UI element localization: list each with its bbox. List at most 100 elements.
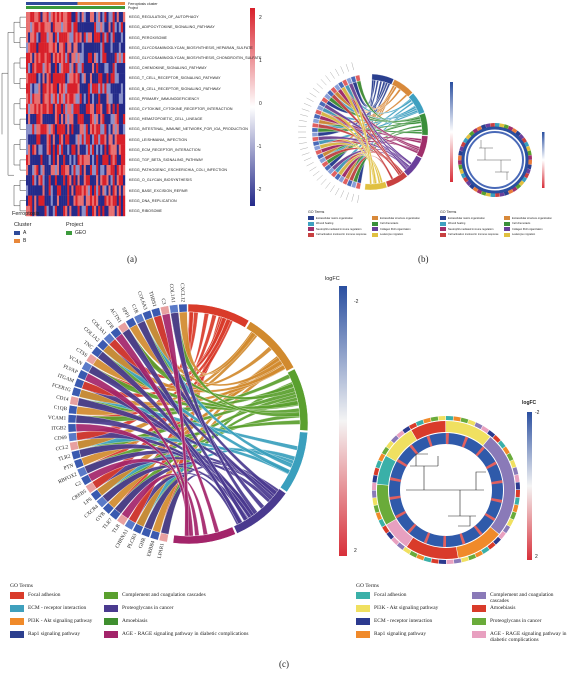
heatmap-cell xyxy=(38,93,41,104)
heatmap-cell xyxy=(50,93,54,104)
go-term-item: Cell activation involved in immune respo… xyxy=(308,232,366,237)
heatmap-cell xyxy=(122,12,126,23)
outer-ring-cell xyxy=(372,482,377,490)
gene-tick xyxy=(298,142,307,144)
heatmap-cell xyxy=(67,154,70,166)
heatmap-cell xyxy=(77,73,80,84)
heatmap-cell xyxy=(67,124,70,135)
panel-b-letter: (b) xyxy=(418,254,429,264)
dendro-branch xyxy=(19,180,26,191)
heatmap-cell xyxy=(50,42,54,53)
heatmap-cell xyxy=(87,195,91,206)
go-term-ring xyxy=(386,519,413,547)
gene-label: CD69 xyxy=(54,435,67,442)
go-term-label: Focal adhesion xyxy=(374,592,407,598)
heatmap-cell xyxy=(28,73,31,84)
heatmap-cell xyxy=(61,12,64,23)
pathway-arc xyxy=(279,431,308,493)
heatmap-cell xyxy=(92,124,95,135)
heatmap-cell xyxy=(30,114,33,125)
outer-ring-cell xyxy=(415,419,424,427)
heatmap-cell xyxy=(77,32,80,43)
go-term-item: ECM - receptor interaction xyxy=(356,618,456,625)
heatmap-cell xyxy=(48,32,51,43)
gene-tick xyxy=(320,178,327,185)
heatmap-cell xyxy=(26,124,29,135)
heatmap-cell xyxy=(67,205,70,217)
pathway-arc xyxy=(172,526,236,545)
outer-ring-cell xyxy=(509,459,517,468)
go-term-swatch xyxy=(504,232,510,237)
heatmap-cell xyxy=(65,22,68,33)
heatmap-cell xyxy=(92,22,95,33)
heatmap-cell xyxy=(42,134,45,145)
go-term-item: Proteoglycans in cancer xyxy=(104,605,334,612)
heatmap-cell xyxy=(46,165,49,176)
heatmap-cell xyxy=(73,154,76,166)
heatmap-cell xyxy=(75,52,78,64)
heatmap-cell xyxy=(104,83,107,94)
heatmap-cell xyxy=(106,83,109,94)
heatmap-cell xyxy=(54,93,58,104)
heatmap-cell xyxy=(108,124,111,135)
heatmap-cell xyxy=(40,42,43,53)
heatmap-cell xyxy=(69,93,72,104)
heatmap-cell xyxy=(106,63,109,74)
outer-ring-cell xyxy=(396,430,405,438)
heatmap-cell xyxy=(46,12,49,23)
heatmap-cell xyxy=(61,154,64,166)
heatmap-cell xyxy=(79,42,82,53)
heatmap-cell xyxy=(69,63,72,74)
heatmap-cell xyxy=(118,134,122,145)
heatmap-cell xyxy=(120,63,124,74)
heatmap-cell xyxy=(54,154,58,166)
heatmap-cell xyxy=(65,134,68,145)
gene-label: FCER1G xyxy=(51,382,71,393)
go-term-label: Wound healing xyxy=(448,222,466,225)
heatmap-cell xyxy=(65,144,68,155)
heatmap-cell xyxy=(89,185,93,196)
chord-ribbon xyxy=(153,311,194,370)
heatmap-cell xyxy=(102,22,105,33)
heatmap-cell xyxy=(63,12,66,23)
heatmap-cell xyxy=(46,63,49,74)
heatmap-cell xyxy=(79,52,82,64)
heatmap-cell xyxy=(50,22,54,33)
go-term-label: Focal adhesion xyxy=(28,592,61,598)
heatmap-cell xyxy=(94,22,97,33)
heatmap-cell xyxy=(28,154,31,166)
panel-b-right-go-title: GO Terms xyxy=(440,210,457,214)
go-term-swatch xyxy=(372,221,378,226)
heatmap-cell xyxy=(46,144,49,155)
outer-ring-cell xyxy=(492,435,501,443)
panel-a-project-label: Project xyxy=(66,222,84,228)
heatmap-cell xyxy=(40,114,43,125)
heatmap-cell xyxy=(96,32,99,43)
heatmap-cell xyxy=(104,12,107,23)
heatmap-cell xyxy=(104,154,107,166)
heatmap-cell xyxy=(87,185,91,196)
heatmap-cell xyxy=(52,42,56,53)
heatmap-cell xyxy=(94,195,97,206)
heatmap-cell xyxy=(120,144,124,155)
heatmap-cell xyxy=(98,114,101,125)
heatmap-cell xyxy=(104,185,107,196)
go-term-item: Complement and coagulation cascades xyxy=(104,592,334,599)
outer-ring-cell xyxy=(372,497,378,506)
gene-cell xyxy=(169,304,179,314)
gene-label: ERBB4 xyxy=(146,540,156,558)
logfc-ring-red xyxy=(423,532,431,544)
chord-ribbon xyxy=(319,115,422,144)
heatmap-cell xyxy=(26,114,29,125)
heatmap-cell xyxy=(50,32,54,43)
gene-tick xyxy=(340,66,344,74)
go-term-swatch xyxy=(504,216,510,220)
outer-ring-cell xyxy=(493,536,501,545)
go-ring-cell xyxy=(515,183,522,190)
heatmap-cell xyxy=(32,73,35,84)
heatmap-cell xyxy=(106,205,109,217)
logfc-ring-red xyxy=(407,523,417,534)
heatmap-cell xyxy=(83,144,87,155)
heatmap-cell xyxy=(75,124,78,135)
heatmap-cell xyxy=(120,185,124,196)
